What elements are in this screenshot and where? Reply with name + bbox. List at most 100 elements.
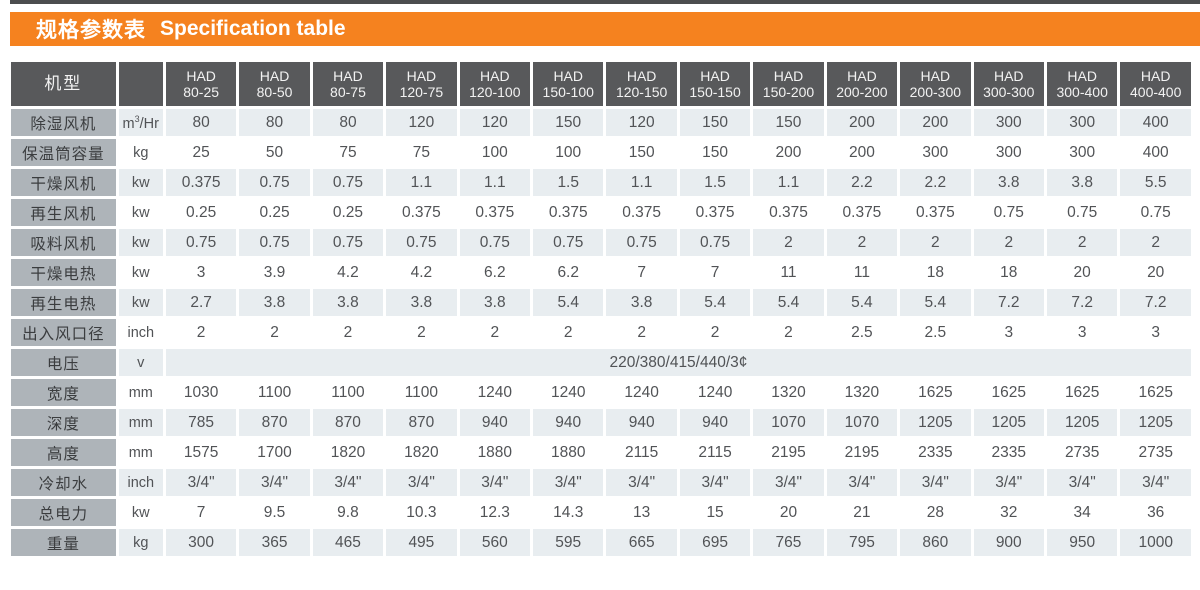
unit-cell: kw <box>118 499 163 526</box>
value-cell: 2.7 <box>165 289 237 316</box>
value-cell: 3/4" <box>239 469 310 496</box>
value-cell: 2195 <box>753 439 824 466</box>
table-row: 宽度 mm 1030 1100 1100 1100 1240 1240 1240 1240 1320… <box>11 379 1191 406</box>
table-row: 重量 kg 300 365 465 495 560 595 665 695 765 795 860 900… <box>11 529 1191 556</box>
value-cell: 150 <box>533 109 604 136</box>
value-cell: 6.2 <box>459 259 531 286</box>
value-cell: 400 <box>1120 109 1191 136</box>
value-cell: 365 <box>239 529 310 556</box>
page-title-en: Specification table <box>160 17 346 40</box>
value-cell: 0.75 <box>606 229 677 256</box>
table-row: 冷却水 inch 3/4" 3/4" 3/4" 3/4" 3/4" 3/4" 3/4" 3/4" 3… <box>11 469 1191 496</box>
model-name-line2: 80-50 <box>256 84 293 100</box>
value-cell: 0.75 <box>1120 199 1191 226</box>
unit-cell: inch <box>118 319 163 346</box>
table-body: 除湿风机 m3/Hr 80 80 80 120 120 150 120 150 150 200 200 3… <box>11 109 1191 556</box>
value-cell: 1100 <box>386 379 457 406</box>
value-cell: 1100 <box>239 379 310 406</box>
value-cell: 7.2 <box>1046 289 1118 316</box>
value-cell: 1700 <box>239 439 310 466</box>
model-name-line2: 150-150 <box>689 84 741 100</box>
row-label: 除湿风机 <box>11 109 116 136</box>
unit-cell: kw <box>118 229 163 256</box>
model-name-line1: HAD <box>847 67 877 84</box>
value-cell: 2 <box>826 229 898 256</box>
value-cell: 2115 <box>606 439 677 466</box>
value-cell: 3 <box>165 259 237 286</box>
value-cell: 860 <box>900 529 971 556</box>
value-cell: 7.2 <box>1120 289 1191 316</box>
value-cell: 400 <box>1120 139 1191 166</box>
value-cell: 2.5 <box>900 319 971 346</box>
value-cell: 0.75 <box>459 229 531 256</box>
value-cell: 150 <box>679 109 751 136</box>
value-cell: 1240 <box>533 379 604 406</box>
unit-cell: mm <box>118 409 163 436</box>
value-cell: 20 <box>753 499 824 526</box>
value-cell: 80 <box>312 109 384 136</box>
value-cell: 50 <box>239 139 310 166</box>
unit-cell: kw <box>118 259 163 286</box>
value-cell: 950 <box>1046 529 1118 556</box>
value-cell: 75 <box>312 139 384 166</box>
model-name-line1: HAD <box>480 67 510 84</box>
value-cell: 3/4" <box>826 469 898 496</box>
value-cell: 940 <box>533 409 604 436</box>
value-cell: 1880 <box>533 439 604 466</box>
value-cell: 870 <box>312 409 384 436</box>
unit-cell: mm <box>118 379 163 406</box>
model-name-line2: 400-400 <box>1130 84 1182 100</box>
value-cell: 1820 <box>312 439 384 466</box>
model-name-line2: 150-200 <box>762 84 815 100</box>
value-cell: 5.4 <box>900 289 971 316</box>
value-cell: 0.75 <box>1046 199 1118 226</box>
value-cell: 2 <box>973 229 1044 256</box>
value-cell: 1625 <box>1120 379 1191 406</box>
table-row: 干燥电热 kw 3 3.9 4.2 4.2 6.2 6.2 7 7 11 11 18 18 20 20 <box>11 259 1191 286</box>
value-cell: 3/4" <box>165 469 237 496</box>
value-cell: 2 <box>165 319 237 346</box>
value-cell: 3 <box>1120 319 1191 346</box>
value-cell: 1625 <box>900 379 971 406</box>
value-cell: 785 <box>165 409 237 436</box>
row-label: 保温筒容量 <box>11 139 116 166</box>
model-name-line1: HAD <box>333 67 363 84</box>
value-cell: 2 <box>1046 229 1118 256</box>
value-cell: 0.25 <box>165 199 237 226</box>
title-bar: 规格参数表 Specification table <box>10 12 1200 46</box>
model-name-line1: HAD <box>553 67 583 84</box>
value-cell: 2.2 <box>900 169 971 196</box>
row-label: 宽度 <box>11 379 116 406</box>
row-label: 冷却水 <box>11 469 116 496</box>
value-cell: 0.75 <box>386 229 457 256</box>
value-cell: 0.375 <box>459 199 531 226</box>
unit-cell: kw <box>118 169 163 196</box>
value-cell: 21 <box>826 499 898 526</box>
model-header: HAD 200-300 <box>900 62 971 106</box>
model-header: HAD 150-200 <box>753 62 824 106</box>
row-label: 干燥电热 <box>11 259 116 286</box>
value-cell: 1240 <box>606 379 677 406</box>
value-cell: 3/4" <box>973 469 1044 496</box>
model-header: HAD 300-300 <box>973 62 1044 106</box>
model-header: HAD 120-75 <box>386 62 457 106</box>
table-row: 电压 v 220/380/415/440/3¢ <box>11 349 1191 376</box>
row-label: 高度 <box>11 439 116 466</box>
value-cell: 7 <box>165 499 237 526</box>
value-cell: 0.75 <box>973 199 1044 226</box>
row-label: 重量 <box>11 529 116 556</box>
value-cell: 870 <box>386 409 457 436</box>
value-cell: 2 <box>459 319 531 346</box>
value-cell: 1.1 <box>459 169 531 196</box>
model-name-line1: HAD <box>186 67 216 84</box>
value-cell: 2 <box>533 319 604 346</box>
value-cell: 940 <box>606 409 677 436</box>
value-cell: 1575 <box>165 439 237 466</box>
value-cell: 120 <box>459 109 531 136</box>
table-row: 高度 mm 1575 1700 1820 1820 1880 1880 2115 2115 2195… <box>11 439 1191 466</box>
value-cell: 0.375 <box>533 199 604 226</box>
value-cell: 2 <box>753 229 824 256</box>
value-cell: 3/4" <box>1046 469 1118 496</box>
value-cell: 1070 <box>753 409 824 436</box>
value-cell: 0.75 <box>312 169 384 196</box>
